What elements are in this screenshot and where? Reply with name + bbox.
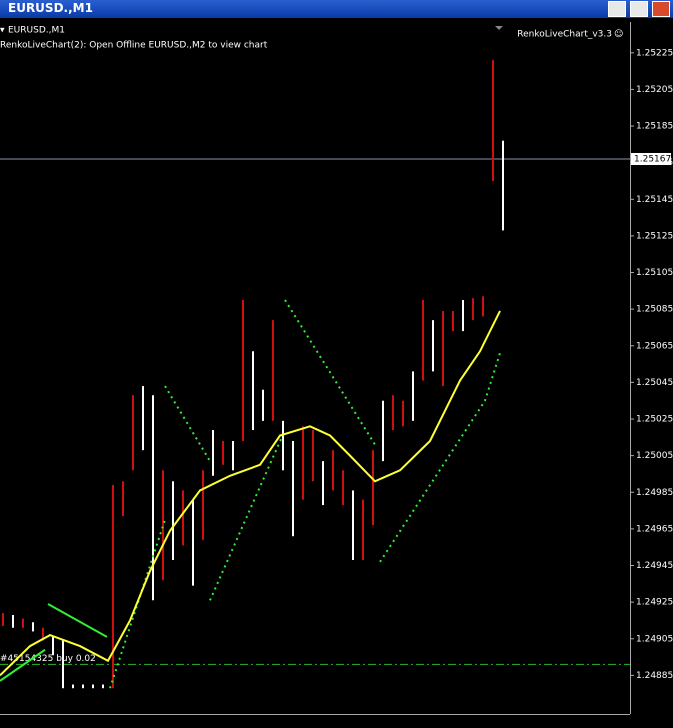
y-tick-label: 1.24885 <box>636 671 673 681</box>
chart: ▾ EURUSD.,M1 RenkoLiveChart(2): Open Off… <box>0 22 673 715</box>
indicator-name: RenkoLiveChart_v3.3 <box>517 30 612 40</box>
y-tick-label: 1.25045 <box>636 378 673 388</box>
y-tick-label: 1.25145 <box>636 195 673 205</box>
close-button[interactable] <box>652 1 670 17</box>
y-tick-label: 1.25185 <box>636 122 673 132</box>
y-tick-label: 1.24965 <box>636 524 673 534</box>
band-line <box>0 603 108 682</box>
y-tick-label: 1.24905 <box>636 634 673 644</box>
symbol-label: EURUSD.,M1 <box>8 26 65 36</box>
y-tick-label: 1.24925 <box>636 598 673 608</box>
price-label: 1.25167 <box>634 154 671 164</box>
indicator-note: RenkoLiveChart(2): Open Offline EURUSD.,… <box>0 41 268 51</box>
maximize-button[interactable] <box>630 1 648 17</box>
moving-average <box>0 310 501 677</box>
y-tick-label: 1.25005 <box>636 451 673 461</box>
smiley: ☺ <box>614 29 623 40</box>
order-label: #45154325 buy 0.02 <box>0 654 96 664</box>
y-tick-label: 1.24985 <box>636 488 673 498</box>
minimize-button[interactable] <box>608 1 626 17</box>
price-box <box>631 152 671 165</box>
band-dots <box>109 299 501 689</box>
window-title: EURUSD.,M1 <box>8 1 93 15</box>
y-tick-label: 1.25065 <box>636 341 673 351</box>
y-tick-label: 1.25205 <box>636 85 673 95</box>
y-tick-label: 1.25025 <box>636 415 673 425</box>
symbol-arrow: ▾ <box>0 26 5 36</box>
y-tick-label: 1.25225 <box>636 48 673 58</box>
y-tick-label: 1.25085 <box>636 305 673 315</box>
y-tick-label: 1.25105 <box>636 268 673 278</box>
y-tick-label: 1.25125 <box>636 231 673 241</box>
title-bar: EURUSD.,M1 <box>0 0 673 18</box>
shift-marker <box>495 26 503 30</box>
y-tick-label: 1.24945 <box>636 561 673 571</box>
